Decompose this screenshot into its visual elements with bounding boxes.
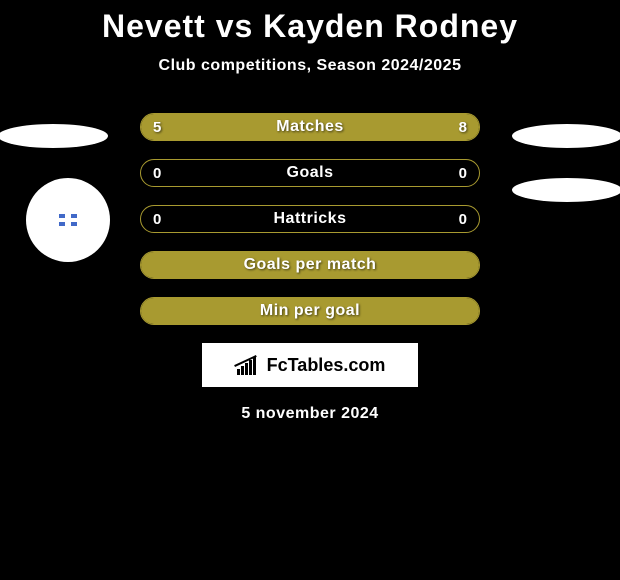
stat-value-right: 0 [459,211,467,228]
stat-row-matches: 5 Matches 8 [140,113,480,141]
stat-value-left: 0 [153,165,161,182]
date-label: 5 november 2024 [0,405,620,423]
stat-row-goals-per-match: Goals per match [140,251,480,279]
stats-comparison: 5 Matches 8 0 Goals 0 0 Hattricks 0 Goal… [0,113,620,325]
stat-label: Matches [276,118,344,136]
stat-row-min-per-goal: Min per goal [140,297,480,325]
stat-label: Hattricks [274,210,347,228]
stat-value-left: 0 [153,211,161,228]
fctables-logo-icon [235,355,263,375]
stat-value-left: 5 [153,119,161,136]
stat-label: Min per goal [260,302,360,320]
stat-row-goals: 0 Goals 0 [140,159,480,187]
stat-value-right: 8 [459,119,467,136]
branding-text: FcTables.com [267,355,386,376]
stat-label: Goals [287,164,334,182]
subtitle: Club competitions, Season 2024/2025 [0,57,620,75]
stat-row-hattricks: 0 Hattricks 0 [140,205,480,233]
stat-value-right: 0 [459,165,467,182]
branding-badge[interactable]: FcTables.com [202,343,418,387]
page-title: Nevett vs Kayden Rodney [0,0,620,45]
stat-label: Goals per match [244,256,377,274]
